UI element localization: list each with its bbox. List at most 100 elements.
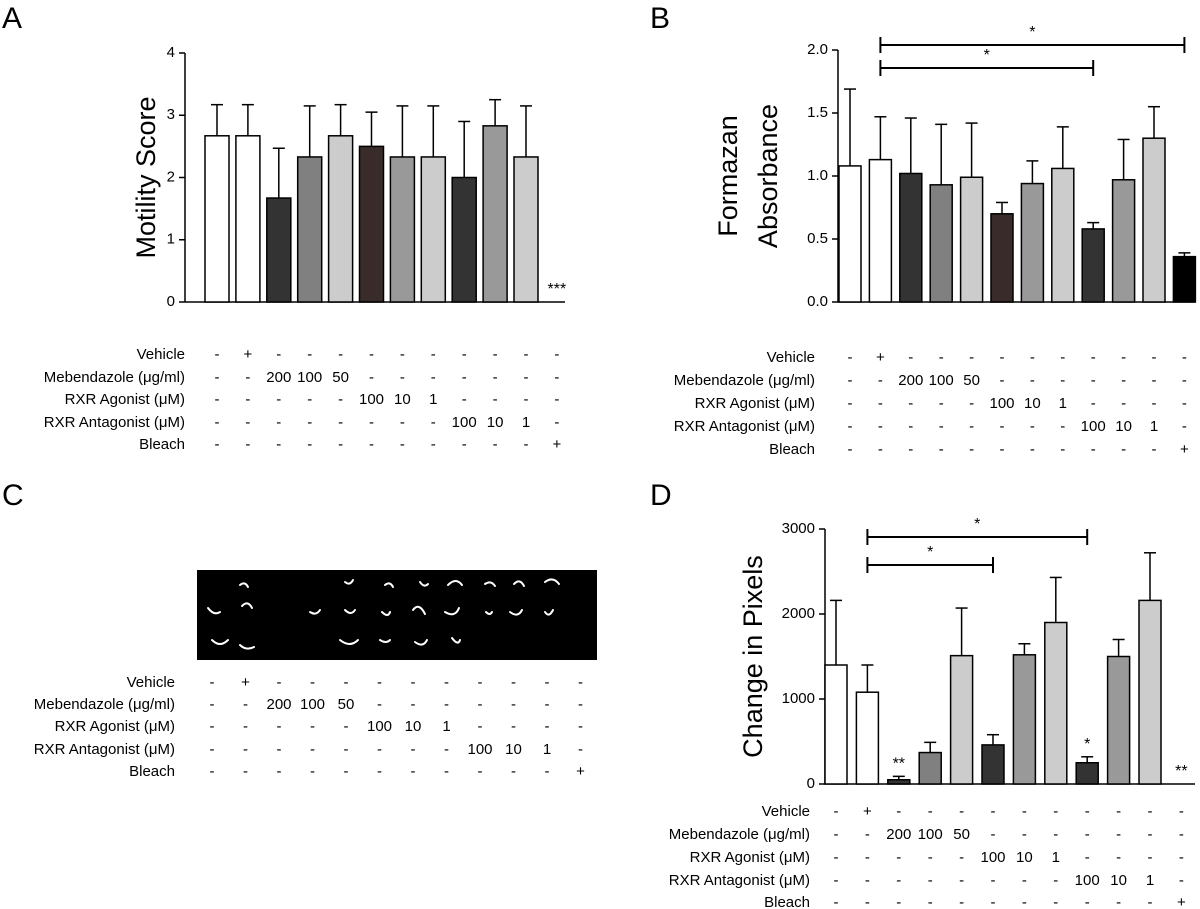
treatment-cell: - bbox=[344, 718, 349, 735]
bar bbox=[1020, 182, 1045, 303]
treatment-cell: - bbox=[344, 741, 349, 758]
treatment-label: Vehicle bbox=[127, 674, 175, 691]
treatment-cell: - bbox=[878, 441, 883, 458]
treatment-cell: - bbox=[243, 718, 248, 735]
significance-label: ** bbox=[893, 756, 905, 773]
treatment-cell: - bbox=[276, 436, 281, 453]
treatment-cell: - bbox=[578, 718, 583, 735]
treatment-cell: 50 bbox=[963, 372, 980, 389]
treatment-cell: 100 bbox=[1081, 418, 1106, 435]
treatment-cell: - bbox=[462, 369, 467, 386]
treatment-cell: 10 bbox=[1115, 418, 1132, 435]
treatment-cell: 200 bbox=[886, 826, 911, 843]
significance-bracket bbox=[866, 557, 994, 573]
treatment-cell: 10 bbox=[1016, 849, 1033, 866]
treatment-cell: - bbox=[1179, 872, 1184, 889]
treatment-cell: - bbox=[1030, 418, 1035, 435]
worm-shapes bbox=[207, 578, 560, 650]
y-axis-title: Formazan bbox=[713, 115, 743, 237]
error-bar bbox=[1056, 126, 1069, 169]
treatment-cell: - bbox=[511, 696, 516, 713]
treatment-cell: - bbox=[1085, 803, 1090, 820]
treatment-cell: 10 bbox=[505, 741, 522, 758]
treatment-cell: 100 bbox=[359, 391, 384, 408]
treatment-cell: + bbox=[241, 674, 250, 691]
treatment-cell: - bbox=[1000, 441, 1005, 458]
y-tick-label: 0 bbox=[807, 775, 815, 792]
y-tick-label: 1 bbox=[167, 231, 175, 248]
treatment-cell: - bbox=[411, 741, 416, 758]
treatment-cell: - bbox=[834, 872, 839, 889]
bar bbox=[838, 165, 862, 303]
treatment-cell: - bbox=[478, 696, 483, 713]
bar bbox=[981, 744, 1005, 785]
treatment-cell: 10 bbox=[487, 414, 504, 431]
error-bar bbox=[1148, 105, 1160, 139]
treatment-cell: + bbox=[244, 346, 253, 363]
treatment-cell: - bbox=[1148, 849, 1153, 866]
treatment-cell: - bbox=[848, 372, 853, 389]
bar bbox=[296, 156, 323, 303]
treatment-cell: - bbox=[310, 763, 315, 780]
treatment-cell: - bbox=[896, 803, 901, 820]
error-bar bbox=[844, 88, 856, 166]
treatment-cell: - bbox=[991, 803, 996, 820]
treatment-label: RXR Agonist (μM) bbox=[55, 718, 175, 735]
y-tick-label: 3000 bbox=[782, 520, 815, 537]
treatment-cell: - bbox=[959, 849, 964, 866]
treatment-cell: 1 bbox=[429, 391, 437, 408]
error-bar bbox=[427, 105, 440, 157]
treatment-cell: - bbox=[1091, 441, 1096, 458]
treatment-cell: - bbox=[377, 741, 382, 758]
treatment-cell: - bbox=[554, 346, 559, 363]
treatment-cell: 100 bbox=[452, 414, 477, 431]
treatment-cell: - bbox=[1060, 349, 1065, 366]
treatment-cell: - bbox=[939, 441, 944, 458]
significance-label: * bbox=[1084, 736, 1090, 753]
bar bbox=[1111, 179, 1136, 303]
treatment-cell: - bbox=[478, 718, 483, 735]
error-bar bbox=[396, 105, 409, 157]
treatment-cell: - bbox=[1182, 395, 1187, 412]
bar bbox=[204, 135, 230, 303]
treatment-cell: - bbox=[338, 414, 343, 431]
bar bbox=[990, 213, 1014, 303]
bar bbox=[1142, 137, 1166, 303]
treatment-cell: 100 bbox=[980, 849, 1005, 866]
panel-letter: B bbox=[650, 2, 670, 35]
bar bbox=[451, 176, 477, 303]
bar bbox=[1172, 255, 1197, 303]
bar bbox=[1138, 599, 1162, 785]
treatment-cell: - bbox=[210, 718, 215, 735]
treatment-cell: - bbox=[1000, 418, 1005, 435]
treatment-cell: - bbox=[431, 414, 436, 431]
treatment-cell: 100 bbox=[918, 826, 943, 843]
treatment-cell: - bbox=[1060, 372, 1065, 389]
bar bbox=[899, 172, 923, 303]
error-bar bbox=[965, 122, 978, 178]
treatment-cell: - bbox=[277, 674, 282, 691]
treatment-cell: - bbox=[1030, 441, 1035, 458]
bar bbox=[887, 779, 911, 785]
treatment-cell: - bbox=[444, 763, 449, 780]
significance-label: ** bbox=[1175, 763, 1187, 780]
bar bbox=[929, 184, 953, 303]
treatment-label: Vehicle bbox=[762, 803, 810, 820]
treatment-label: Mebendazole (μg/ml) bbox=[674, 372, 815, 389]
treatment-cell: - bbox=[400, 436, 405, 453]
treatment-cell: - bbox=[865, 826, 870, 843]
y-tick-label: 4 bbox=[167, 44, 175, 61]
treatment-cell: - bbox=[493, 436, 498, 453]
treatment-cell: - bbox=[400, 369, 405, 386]
treatment-cell: - bbox=[1091, 349, 1096, 366]
error-bar bbox=[1087, 221, 1100, 229]
treatment-cell: - bbox=[969, 349, 974, 366]
treatment-cell: - bbox=[338, 436, 343, 453]
treatment-cell: - bbox=[1000, 372, 1005, 389]
treatment-cell: - bbox=[245, 369, 250, 386]
y-tick-label: 1.5 bbox=[807, 104, 828, 121]
error-bar bbox=[1144, 552, 1156, 601]
treatment-cell: + bbox=[1177, 894, 1186, 909]
treatment-cell: - bbox=[834, 894, 839, 909]
treatment-label: Vehicle bbox=[137, 346, 185, 363]
